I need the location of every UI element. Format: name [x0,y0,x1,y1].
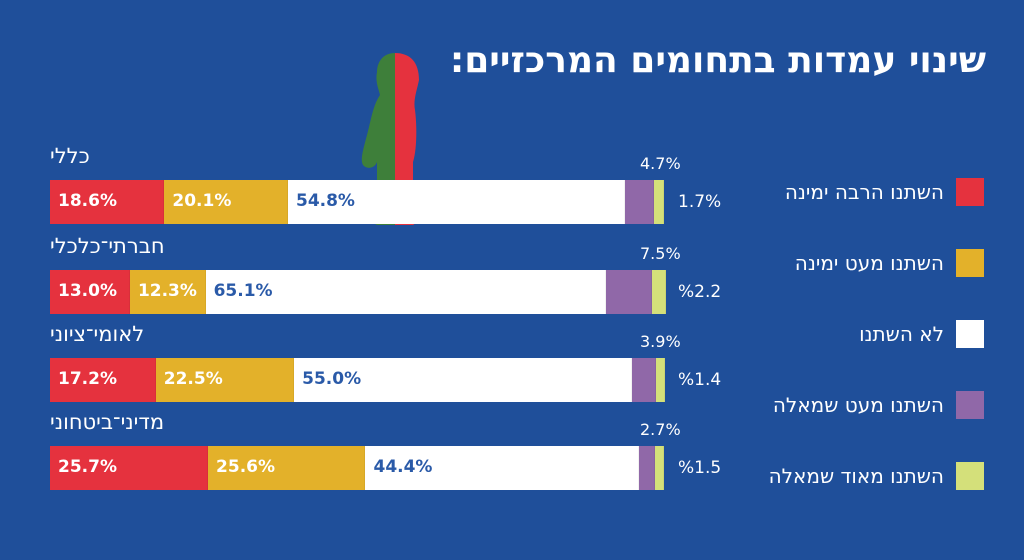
bar-segment: 22.5% [155,358,295,402]
bar-segment: 12.3% [129,270,206,314]
data-label: 13.0% [58,281,117,301]
stacked-bar: 13.0% 12.3% 65.1% [50,270,666,314]
data-label: 18.6% [58,191,117,211]
bar-segment: 18.6% [50,180,165,224]
data-label-little-left: 3.9% [640,332,681,351]
data-label-little-left: 4.7% [640,154,681,173]
data-label-little-left: 2.7% [640,420,681,439]
bar-segment [632,358,657,402]
bar-segment: 54.8% [287,180,625,224]
data-label: 12.3% [137,281,197,301]
data-label-much-left: 1.7% [678,192,722,212]
legend-item: לא השתנו [859,320,984,348]
category-label: חברתי־כלכלי [50,234,165,258]
stacked-bar: 25.7% 25.6% 44.4% [50,446,665,490]
data-label-little-left: 7.5% [640,244,681,263]
stacked-bar: 17.2% 22.5% 55.0% [50,358,665,402]
bar-segment [605,270,653,314]
data-label-much-left: %1.5 [678,458,722,478]
stacked-bar: 18.6% 20.1% 54.8% [50,180,665,224]
bar-segment [652,270,666,314]
data-label: 44.4% [373,457,433,477]
legend-swatch [956,462,984,490]
bar-segment [653,180,665,224]
legend-item: השתנו מעט שמאלה [773,391,984,419]
bar-segment: 25.6% [208,446,366,490]
legend-label: השתנו הרבה ימינה [784,180,944,204]
bar-segment [655,446,665,490]
legend-swatch [956,178,984,206]
data-label: 20.1% [172,191,232,211]
bar-segment: 20.1% [164,180,288,224]
data-label: 55.0% [302,369,362,389]
chart-title: שינוי עמדות בתחומים המרכזיים: [449,40,986,81]
bar-segment [638,446,656,490]
data-label: 17.2% [58,369,117,389]
bar-segment: 65.1% [205,270,606,314]
legend-label: השתנו מעט ימינה [794,251,944,275]
data-label: 54.8% [295,191,355,211]
bar-segment: 25.7% [50,446,209,490]
legend-item: השתנו מעט ימינה [795,249,984,277]
category-label: כללי [50,144,90,168]
data-label: 22.5% [163,369,223,389]
data-label: 25.7% [58,457,117,477]
legend-label: לא השתנו [859,322,944,346]
category-label: לאומי־ציוני [50,322,145,346]
bar-segment: 13.0% [50,270,130,314]
legend-item: השתנו מאוד שמאלה [769,462,984,490]
data-label-much-left: %1.4 [678,370,722,390]
legend-label: השתנו מאוד שמאלה [768,464,944,488]
bar-segment [656,358,665,402]
data-label: 65.1% [213,281,273,301]
bar-segment [625,180,654,224]
data-label-much-left: %2.2 [678,282,722,302]
legend-swatch [956,249,984,277]
bar-segment: 44.4% [365,446,639,490]
bar-segment: 17.2% [50,358,156,402]
category-label: מדיני־ביטחוני [50,410,165,434]
bar-segment: 55.0% [294,358,633,402]
data-label: 25.6% [216,457,276,477]
legend-swatch [956,391,984,419]
legend-label: השתנו מעט שמאלה [772,393,944,417]
legend-swatch [956,320,984,348]
legend-item: השתנו הרבה ימינה [785,178,984,206]
